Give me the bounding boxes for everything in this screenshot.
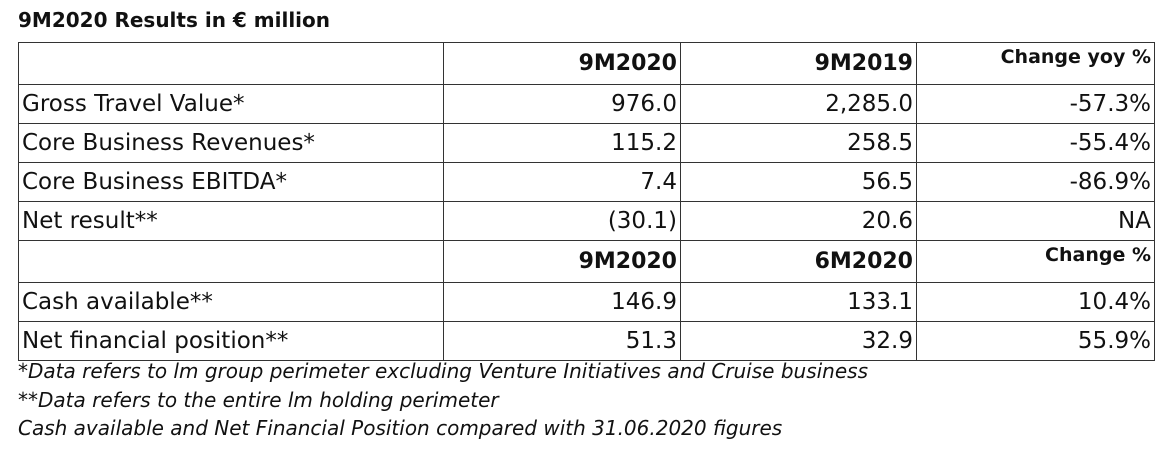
- header-cell: 6M2020: [680, 240, 917, 283]
- header-row: 9M2020 9M2019 Change yoy %: [18, 42, 1155, 85]
- data-row: Net financial position** 51.3 32.9 55.9%: [18, 321, 1155, 361]
- header-cell: 9M2020: [443, 42, 681, 85]
- cell: 115.2: [443, 123, 681, 163]
- row-label: Cash available**: [18, 282, 444, 322]
- cell: -57.3%: [916, 84, 1155, 124]
- cell: NA: [916, 201, 1155, 241]
- cell: 51.3: [443, 321, 681, 361]
- cell: -55.4%: [916, 123, 1155, 163]
- cell: 133.1: [680, 282, 917, 322]
- header-cell: [18, 240, 444, 283]
- cell: 10.4%: [916, 282, 1155, 322]
- cell: -86.9%: [916, 162, 1155, 202]
- title: 9M2020 Results in € million: [18, 8, 331, 32]
- cell: 2,285.0: [680, 84, 917, 124]
- cell: 258.5: [680, 123, 917, 163]
- cell: 20.6: [680, 201, 917, 241]
- row-label: Net result**: [18, 201, 444, 241]
- cell: 976.0: [443, 84, 681, 124]
- cell: (30.1): [443, 201, 681, 241]
- cell: 146.9: [443, 282, 681, 322]
- row-label: Core Business EBITDA*: [18, 162, 444, 202]
- header-row: 9M2020 6M2020 Change %: [18, 240, 1155, 283]
- cell: 56.5: [680, 162, 917, 202]
- footnote: Cash available and Net Financial Positio…: [18, 416, 783, 440]
- header-cell: 9M2019: [680, 42, 917, 85]
- data-row: Cash available** 146.9 133.1 10.4%: [18, 282, 1155, 322]
- data-row: Net result** (30.1) 20.6 NA: [18, 201, 1155, 241]
- data-row: Core Business Revenues* 115.2 258.5 -55.4%: [18, 123, 1155, 163]
- cell: 55.9%: [916, 321, 1155, 361]
- header-cell: Change %: [916, 240, 1155, 283]
- cell: 32.9: [680, 321, 917, 361]
- footnotes: *Data refers to lm group perimeter exclu…: [18, 357, 868, 443]
- cell: 7.4: [443, 162, 681, 202]
- row-label: Net financial position**: [18, 321, 444, 361]
- header-cell: Change yoy %: [916, 42, 1155, 85]
- table-body: 9M2020 9M2019 Change yoy % Gross Travel Val…: [18, 42, 1155, 361]
- footnote: **Data refers to the entire lm holding p…: [18, 387, 499, 412]
- data-row: Gross Travel Value* 976.0 2,285.0 -57.3%: [18, 84, 1155, 124]
- header-cell: [18, 42, 444, 85]
- row-label: Core Business Revenues*: [18, 123, 444, 163]
- data-row: Core Business EBITDA* 7.4 56.5 -86.9%: [18, 162, 1155, 202]
- results-table: 9M2020 9M2019 Change yoy % Gross Travel Val…: [18, 42, 1155, 361]
- row-label: Gross Travel Value*: [18, 84, 444, 124]
- header-cell: 9M2020: [443, 240, 681, 283]
- footnote: *Data refers to lm group perimeter exclu…: [18, 359, 868, 383]
